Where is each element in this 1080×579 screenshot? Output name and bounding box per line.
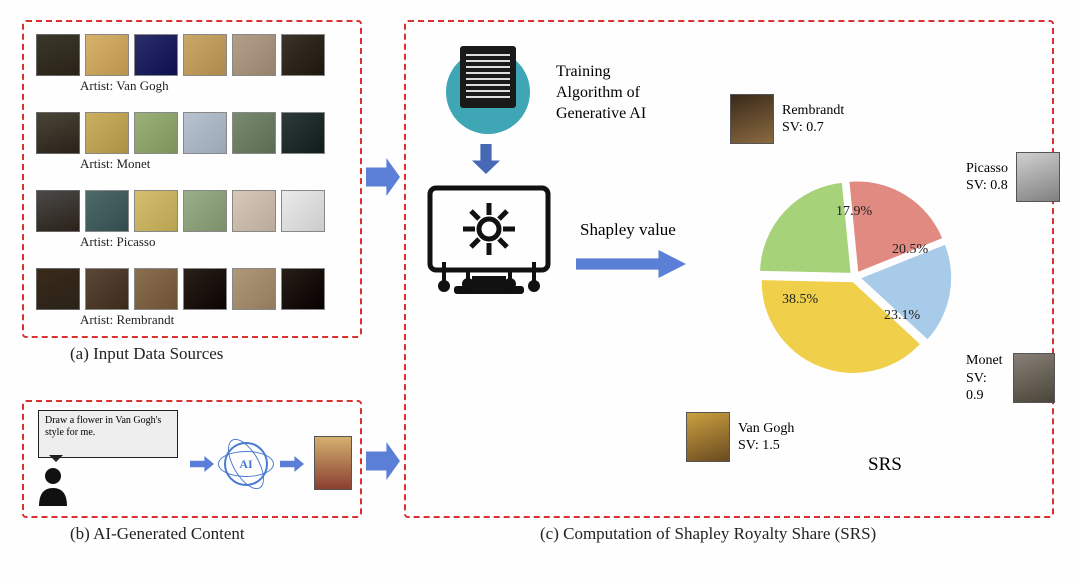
artwork-thumb (85, 268, 129, 310)
callout-text: Van GoghSV: 1.5 (738, 420, 794, 455)
artwork-thumb (281, 112, 325, 154)
prompt-speech-bubble: Draw a flower in Van Gogh's style for me… (38, 410, 178, 458)
artist-portrait-icon (1013, 353, 1054, 403)
artist-row: Artist: Van Gogh (36, 34, 325, 94)
arrow-shapley (576, 250, 686, 278)
artwork-thumb (85, 34, 129, 76)
artwork-thumb (134, 112, 178, 154)
artwork-thumb (85, 190, 129, 232)
callout-monet: MonetSV: 0.9 (966, 352, 1055, 405)
generated-image-thumb (314, 436, 352, 490)
artist-portrait-icon (730, 94, 774, 144)
artist-label: Artist: Van Gogh (80, 78, 325, 94)
arrow-training-to-compute (472, 144, 500, 174)
artwork-thumb (85, 112, 129, 154)
artist-portrait-thumb (36, 190, 80, 232)
artist-portrait-thumb (36, 268, 80, 310)
artist-portrait-icon (686, 412, 730, 462)
artwork-thumb (134, 34, 178, 76)
callout-picasso: PicassoSV: 0.8 (966, 152, 1060, 202)
artwork-thumb (134, 190, 178, 232)
arrow-b-to-c (366, 442, 400, 480)
srs-title: SRS (868, 454, 902, 476)
callout-text: RembrandtSV: 0.7 (782, 102, 844, 137)
ai-model-label: AI (239, 457, 252, 472)
artwork-thumb (281, 268, 325, 310)
panel-srs-computation: Training Algorithm of Generative AI (404, 20, 1054, 518)
artwork-thumb (232, 112, 276, 154)
artwork-thumb (281, 190, 325, 232)
pie-slice-monet (759, 182, 851, 274)
pie-slice-pct-label: 23.1% (884, 308, 920, 324)
artwork-thumb (134, 268, 178, 310)
artwork-thumb (183, 34, 227, 76)
artwork-thumb (281, 34, 325, 76)
prompt-text: Draw a flower in Van Gogh's style for me… (45, 415, 161, 438)
arrow-prompt-to-ai (190, 456, 214, 472)
code-block-icon (460, 46, 516, 108)
callout-text: PicassoSV: 0.8 (966, 160, 1008, 195)
artwork-thumb (232, 268, 276, 310)
pie-svg (744, 166, 966, 388)
callout-van-gogh: Van GoghSV: 1.5 (686, 412, 794, 462)
callout-text: MonetSV: 0.9 (966, 352, 1005, 405)
panel-input-data-sources: Artist: Van Gogh Artist: Monet Artist: Pic… (22, 20, 362, 338)
artist-label: Artist: Rembrandt (80, 312, 325, 328)
artwork-thumb (183, 268, 227, 310)
callout-rembrandt: RembrandtSV: 0.7 (730, 94, 844, 144)
arrow-a-to-c (366, 158, 400, 196)
pie-slice-pct-label: 38.5% (782, 292, 818, 308)
artist-row: Artist: Monet (36, 112, 325, 172)
srs-pie-chart: 38.5% 17.9% 20.5% 23.1% (720, 142, 990, 412)
artist-portrait-thumb (36, 112, 80, 154)
arrow-ai-to-output (280, 456, 304, 472)
training-label: Training Algorithm of Generative AI (556, 62, 646, 124)
artwork-thumb (232, 190, 276, 232)
caption-b: (b) AI-Generated Content (70, 524, 245, 544)
shapley-value-label: Shapley value (580, 220, 676, 240)
compute-icon (424, 182, 554, 302)
ai-model-icon: AI (224, 442, 268, 486)
user-icon (36, 466, 70, 506)
artist-portrait-thumb (36, 34, 80, 76)
pie-slice-pct-label: 17.9% (836, 204, 872, 220)
artist-row: Artist: Picasso (36, 190, 325, 250)
panel-ai-generated-content: Draw a flower in Van Gogh's style for me… (22, 400, 362, 518)
artwork-thumb (232, 34, 276, 76)
caption-a: (a) Input Data Sources (70, 344, 223, 364)
artist-label: Artist: Monet (80, 156, 325, 172)
artist-label: Artist: Picasso (80, 234, 325, 250)
pie-slice-pct-label: 20.5% (892, 242, 928, 258)
artist-portrait-icon (1016, 152, 1060, 202)
artwork-thumb (183, 190, 227, 232)
artwork-thumb (183, 112, 227, 154)
caption-c: (c) Computation of Shapley Royalty Share… (540, 524, 876, 544)
artist-row: Artist: Rembrandt (36, 268, 325, 328)
